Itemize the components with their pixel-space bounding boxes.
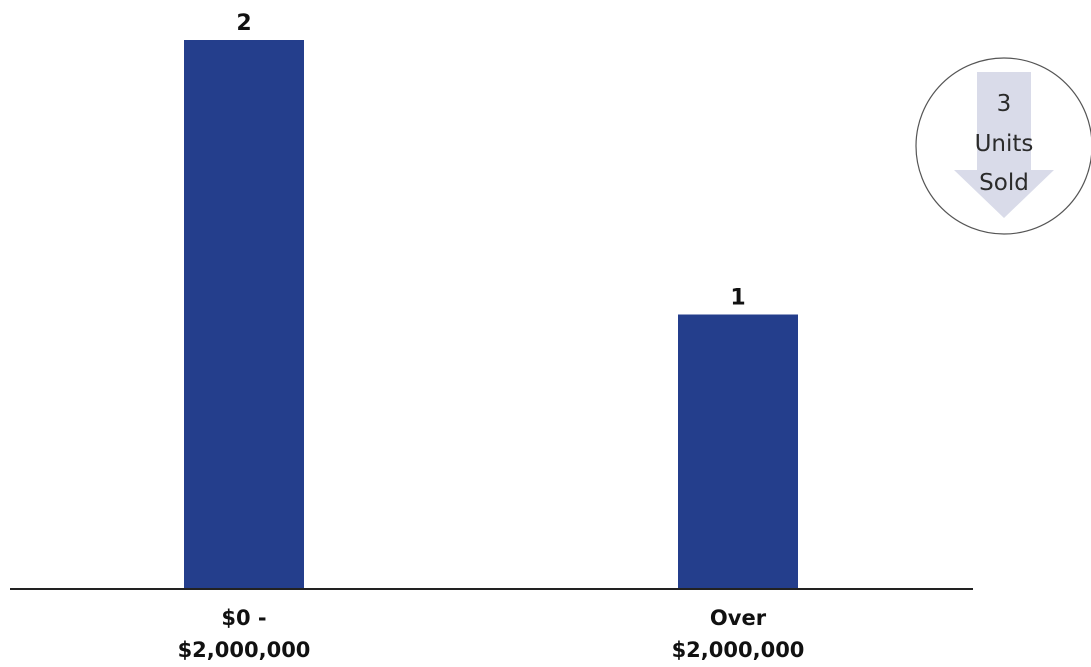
bar-2 bbox=[678, 314, 798, 589]
down-arrow-icon bbox=[954, 72, 1054, 218]
data-label-2: 1 bbox=[730, 286, 745, 311]
badge-count: 3 bbox=[997, 91, 1012, 117]
category-label-2-line-2: $2,000,000 bbox=[672, 638, 805, 662]
units-sold-badge: 3 Units Sold bbox=[915, 57, 1091, 235]
category-label-2-line-1: Over bbox=[710, 606, 767, 630]
labels-layer: 2 $0 - $2,000,000 1 Over $2,000,000 bbox=[178, 11, 805, 662]
category-label-1-line-1: $0 - bbox=[221, 606, 266, 630]
badge-units-label: Units bbox=[975, 131, 1034, 157]
bar-1 bbox=[184, 40, 304, 589]
data-label-1: 2 bbox=[236, 11, 251, 36]
badge-sold-label: Sold bbox=[979, 170, 1029, 196]
bars-layer bbox=[184, 40, 798, 589]
category-label-1-line-2: $2,000,000 bbox=[178, 638, 311, 662]
